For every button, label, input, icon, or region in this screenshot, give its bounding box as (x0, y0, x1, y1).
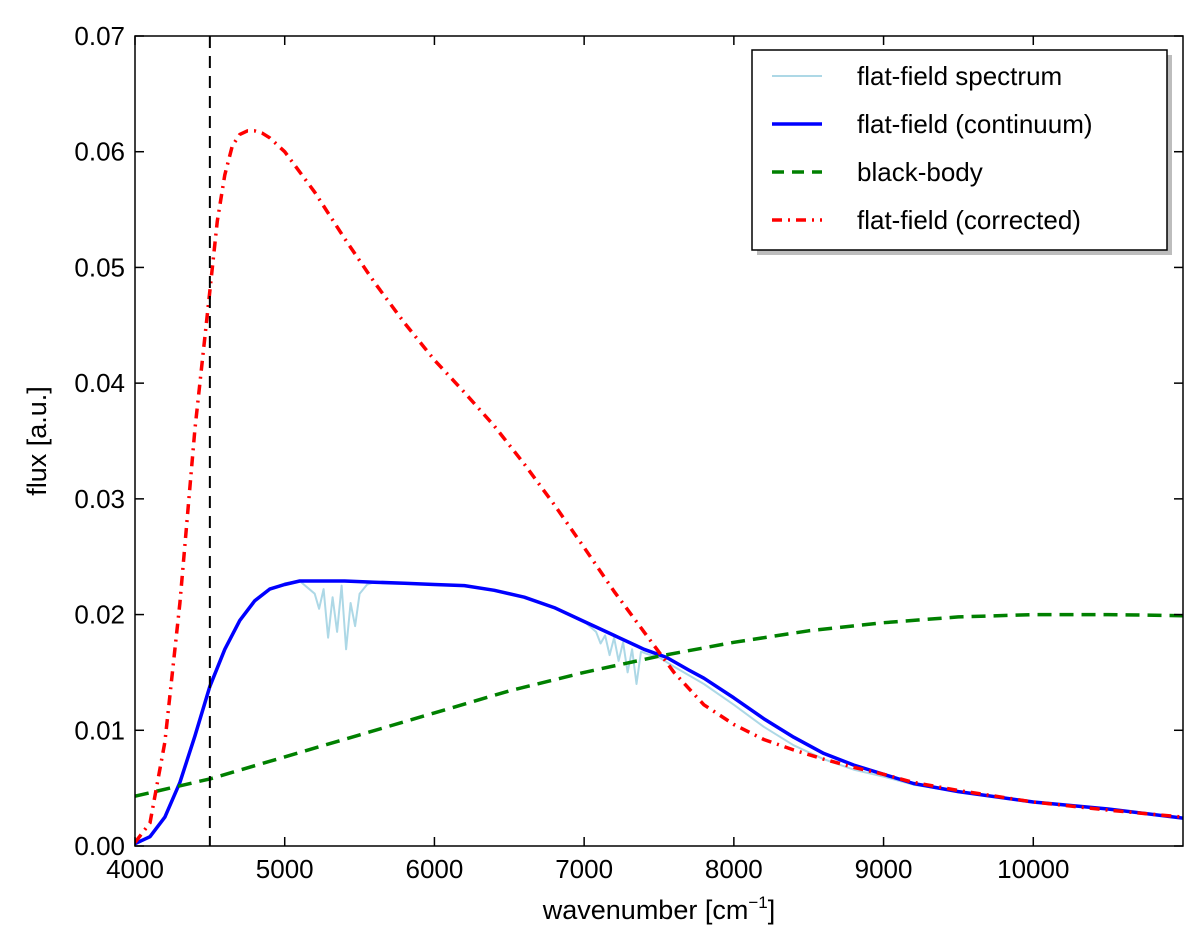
series-line-2 (135, 579, 1183, 846)
y-tick-label: 0.06 (74, 137, 125, 167)
series-layer (135, 129, 1183, 846)
y-tick-label: 0.03 (74, 484, 125, 514)
legend-label-3: black-body (857, 157, 983, 187)
legend-label-4: flat-field (corrected) (857, 205, 1081, 235)
x-tick-label: 6000 (406, 854, 464, 884)
x-tick-label: 4000 (106, 854, 164, 884)
x-tick-label: 7000 (555, 854, 613, 884)
y-axis-label: flux [a.u.] (22, 386, 52, 496)
plot-frame (134, 35, 1184, 847)
x-tick-label: 8000 (705, 854, 763, 884)
y-tick-label: 0.02 (74, 600, 125, 630)
y-tick-label: 0.04 (74, 368, 125, 398)
legend-items: flat-field spectrum flat-field (continuum… (772, 61, 1093, 235)
y-tick-label: 0.01 (74, 715, 125, 745)
x-axis-label-superscript: −1 (748, 893, 767, 912)
series-line-4 (135, 129, 1183, 844)
x-axis-label: wavenumber [cm−1] (542, 893, 775, 925)
series-line-3 (135, 612, 1183, 798)
x-tick-label: 9000 (855, 854, 913, 884)
legend-label-2: flat-field (continuum) (857, 109, 1093, 139)
x-axis-label-main: wavenumber [cm (542, 895, 749, 925)
y-tick-label: 0.05 (74, 252, 125, 282)
y-tick-label: 0.00 (74, 831, 125, 861)
y-tick-label: 0.07 (74, 21, 125, 51)
legend: flat-field spectrum flat-field (continuum… (751, 49, 1172, 255)
x-tick-label: 5000 (256, 854, 314, 884)
y-axis-ticks: 0.00 0.01 0.02 0.03 0.04 0.05 0.06 0.07 (74, 21, 1183, 861)
legend-box (751, 49, 1168, 251)
x-axis-ticks: 4000 5000 6000 7000 8000 9000 10000 (106, 36, 1069, 884)
x-axis-label-close: ] (768, 895, 776, 925)
x-tick-label: 10000 (997, 854, 1069, 884)
legend-label-1: flat-field spectrum (857, 61, 1062, 91)
